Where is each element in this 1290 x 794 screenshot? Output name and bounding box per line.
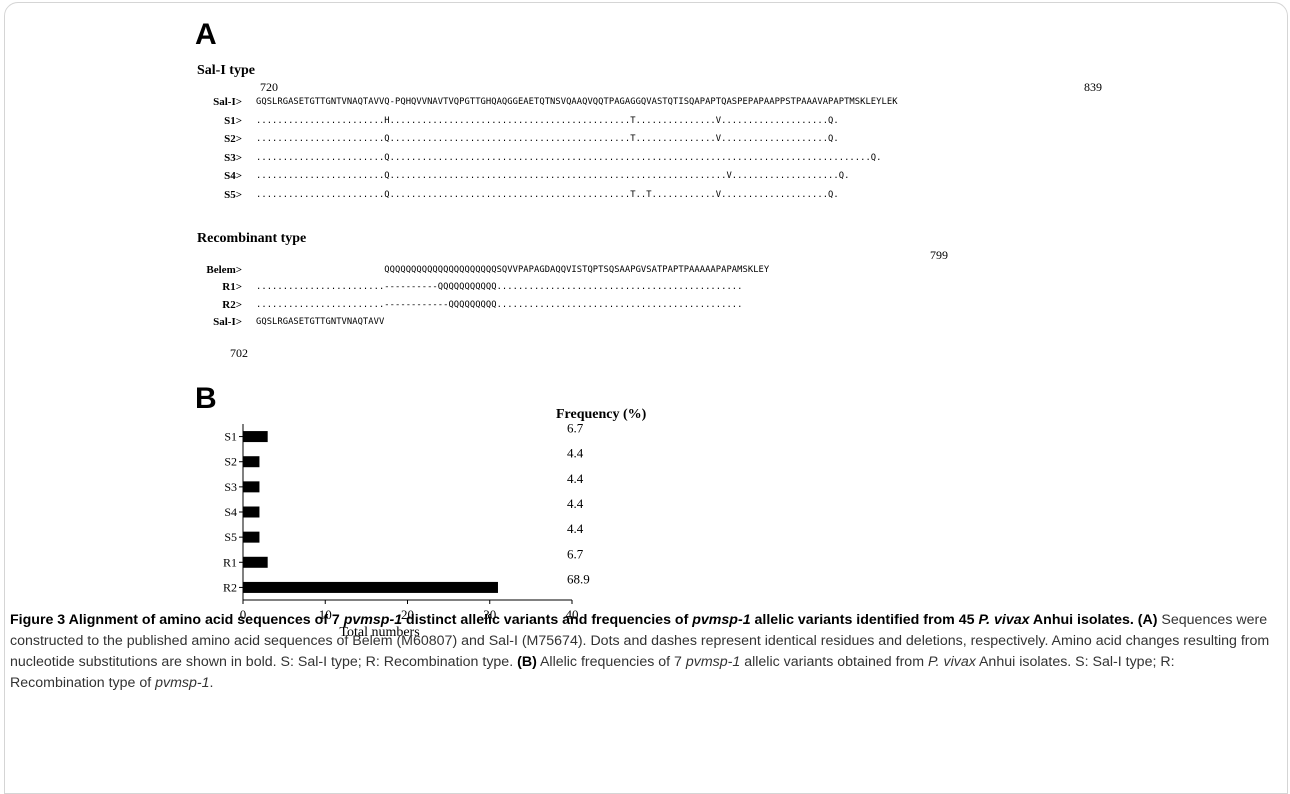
caption-b-text-3: Anhui isolates. S: Sal-I type; R: Recomb… <box>10 654 1175 691</box>
caption-b-text-1: Allelic frequencies of 7 <box>536 654 686 670</box>
rec-row-label: Belem> <box>206 264 242 276</box>
bar-s5 <box>243 531 260 543</box>
caption-b-text-4: . <box>209 675 214 691</box>
rec-row-sequence: ........................------------QQQQ… <box>256 299 743 310</box>
sal-row-label: S4> <box>224 170 242 183</box>
rec-section-title: Recombinant type <box>197 231 307 246</box>
category-label: S4 <box>224 505 237 519</box>
sal-section-title: Sal-I type <box>197 63 255 78</box>
caption-title-part4: Anhui isolates. <box>1029 612 1134 628</box>
bar-s4 <box>243 506 260 518</box>
x-tick-label: 30 <box>483 607 496 622</box>
frequency-header: Frequency (%) <box>556 407 647 422</box>
caption-species-name: P. vivax <box>978 612 1030 628</box>
rec-bottom-number: 702 <box>230 346 248 360</box>
x-tick-label: 40 <box>566 607 579 622</box>
rec-row-label: Sal-I> <box>213 315 242 328</box>
x-tick-label: 10 <box>319 607 332 622</box>
frequency-bar-chart: Frequency (%) S1 6.7 S2 4.4 S3 4.4 S4 4.4 S5 4.4 R… <box>223 407 647 640</box>
sal-row-label: S5> <box>224 189 242 201</box>
bar-s1 <box>243 431 268 443</box>
caption-a-text: Sequences were constructed to the publis… <box>10 612 1270 670</box>
x-axis-title: Total numbers <box>339 625 419 640</box>
sal-row-sequence: ........................Q...............… <box>256 171 850 182</box>
rec-row-sequence: QQQQQQQQQQQQQQQQQQQQQSQVVPAPAGDAQQVISTQP… <box>256 265 770 275</box>
frequency-label: 4.4 <box>567 521 584 536</box>
rec-end-number: 799 <box>930 248 948 262</box>
bar-r2 <box>243 581 498 593</box>
rec-row-label: R2> <box>222 298 242 311</box>
category-label: S3 <box>224 480 237 494</box>
bar-r1 <box>243 556 268 568</box>
frequency-label: 4.4 <box>567 496 584 511</box>
category-label: S5 <box>224 530 237 544</box>
frequency-label: 6.7 <box>567 421 584 436</box>
sal-row-label: S2> <box>224 133 242 146</box>
caption-gene-name: pvmsp-1 <box>155 675 210 691</box>
sal-row-sequence: ........................Q...............… <box>256 190 839 200</box>
caption-gene-name: pvmsp-1 <box>343 612 403 628</box>
sal-row-label: S3> <box>224 151 242 164</box>
caption-species-name: P. vivax <box>927 654 976 670</box>
frequency-label: 4.4 <box>567 446 584 461</box>
bar-s3 <box>243 481 260 493</box>
caption-fig-label: Figure 3 <box>10 612 66 628</box>
rec-row-sequence: GQSLRGASETGTTGNTVNAQTAVV <box>256 316 385 327</box>
caption-title-part3: allelic variants identified from 45 <box>750 612 979 628</box>
caption-gene-name: pvmsp-1 <box>692 612 751 628</box>
caption-b-text-2: allelic variants obtained from <box>740 654 928 670</box>
sal-row-sequence: ........................H...............… <box>256 115 839 126</box>
frequency-label: 68.9 <box>567 571 590 586</box>
x-tick-label: 0 <box>240 607 247 622</box>
sal-row-label: S1> <box>224 114 242 127</box>
sal-row-sequence: ........................Q...............… <box>256 134 839 145</box>
figure-caption: Figure 3 Alignment of amino acid sequenc… <box>10 610 1272 694</box>
caption-title-part2: distinct allelic variants and frequencie… <box>402 612 693 628</box>
sal-row-sequence: ........................Q...............… <box>256 152 882 163</box>
rec-row-label: R1> <box>222 281 242 294</box>
frequency-label: 6.7 <box>567 546 584 561</box>
caption-title-part1: Alignment of amino acid sequences of 7 <box>65 612 344 628</box>
bar-s2 <box>243 456 260 468</box>
caption-title: Figure 3 Alignment of amino acid sequenc… <box>10 612 1138 628</box>
category-label: S1 <box>224 430 237 444</box>
rec-row-sequence: ........................----------QQQQQQ… <box>256 282 743 293</box>
panel-a-label: A <box>195 18 217 51</box>
sal-start-number: 720 <box>260 80 278 94</box>
category-label: S2 <box>224 455 237 469</box>
category-label: R1 <box>223 555 237 569</box>
caption-gene-name: pvmsp-1 <box>685 654 741 670</box>
frequency-label: 4.4 <box>567 471 584 486</box>
figure-frame <box>4 2 1288 794</box>
x-tick-label: 20 <box>401 607 414 622</box>
category-label: R2 <box>223 580 237 594</box>
caption-a-mark: (A) <box>1137 612 1158 628</box>
sal-row-sequence: GQSLRGASETGTTGNTVNAQTAVVQ-PQHQVVNAVTVQPG… <box>256 97 898 107</box>
caption-b-mark: (B) <box>517 654 537 670</box>
sal-row-label: Sal-I> <box>213 96 242 108</box>
sal-end-number: 839 <box>1084 80 1102 94</box>
panel-b-label: B <box>195 382 217 415</box>
